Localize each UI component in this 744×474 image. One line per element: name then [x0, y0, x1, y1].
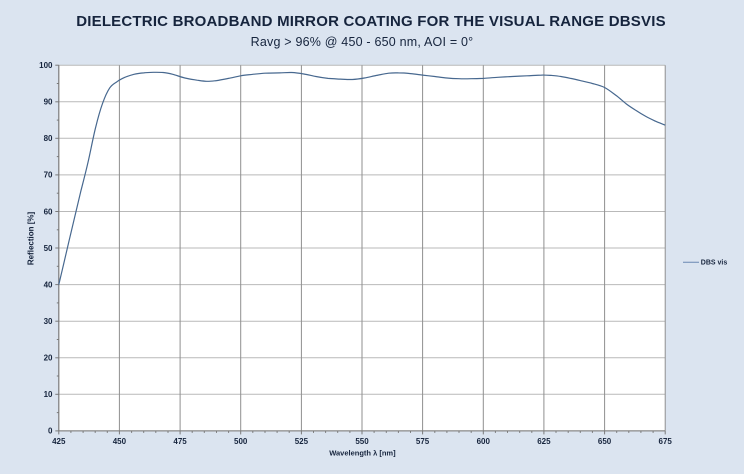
svg-text:425: 425 [52, 437, 66, 446]
svg-text:70: 70 [44, 171, 53, 180]
svg-text:550: 550 [355, 437, 369, 446]
svg-text:475: 475 [173, 437, 187, 446]
svg-text:650: 650 [598, 437, 612, 446]
svg-text:60: 60 [44, 207, 53, 216]
svg-text:450: 450 [113, 437, 127, 446]
svg-text:Reflection [%]: Reflection [%] [27, 212, 36, 266]
svg-text:40: 40 [44, 280, 53, 289]
svg-text:20: 20 [44, 354, 53, 363]
svg-text:100: 100 [39, 61, 53, 70]
svg-text:90: 90 [44, 98, 53, 107]
svg-text:575: 575 [416, 437, 430, 446]
svg-text:50: 50 [44, 244, 53, 253]
svg-text:625: 625 [537, 437, 551, 446]
svg-text:0: 0 [48, 427, 53, 436]
svg-text:500: 500 [234, 437, 248, 446]
svg-text:DBS vis: DBS vis [701, 260, 728, 267]
svg-text:DIELECTRIC BROADBAND MIRROR CO: DIELECTRIC BROADBAND MIRROR COATING FOR … [76, 13, 666, 30]
svg-text:675: 675 [659, 437, 673, 446]
svg-text:80: 80 [44, 134, 53, 143]
svg-text:Wavelength λ [nm]: Wavelength λ [nm] [329, 448, 396, 457]
svg-text:10: 10 [44, 390, 53, 399]
svg-text:30: 30 [44, 317, 53, 326]
svg-text:525: 525 [295, 437, 309, 446]
svg-text:600: 600 [477, 437, 491, 446]
svg-text:Ravg > 96% @ 450 - 650 nm, AOI: Ravg > 96% @ 450 - 650 nm, AOI = 0° [251, 35, 474, 49]
